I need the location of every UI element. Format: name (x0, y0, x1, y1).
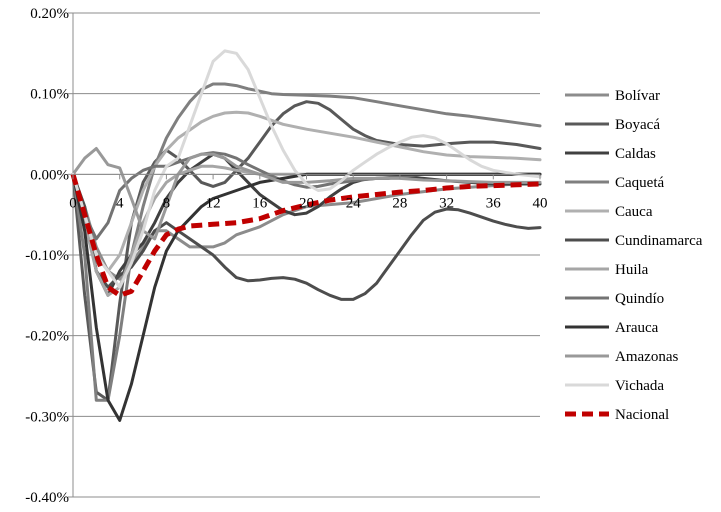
x-tick-label: 36 (486, 195, 502, 211)
x-tick-label: 8 (163, 195, 171, 211)
legend-label: Amazonas (615, 349, 678, 365)
legend-label: Arauca (615, 320, 659, 336)
y-tick-label: -0.10% (25, 248, 69, 264)
legend-label: Quindío (615, 291, 664, 307)
series-line-cauca (71, 110, 542, 273)
y-tick-label: 0.20% (30, 6, 69, 22)
y-tick-label: -0.40% (25, 490, 69, 506)
y-tick-label: -0.20% (25, 329, 69, 345)
x-tick-label: 12 (206, 195, 221, 211)
y-axis: 0.20% 0.10% 0.00% -0.10% -0.20% -0.30% -0.40% (25, 6, 74, 506)
series-lines (70, 49, 542, 422)
x-tick-label: 16 (252, 195, 268, 211)
y-tick-label: 0.10% (30, 87, 69, 103)
y-tick-label: -0.30% (25, 409, 69, 425)
x-axis: 0 4 8 12 16 20 24 28 32 36 40 (69, 173, 548, 211)
legend-label: Caquetá (615, 175, 664, 191)
series-line-amazonas (71, 147, 542, 241)
legend-label: Huila (615, 262, 649, 278)
legend-label: Cundinamarca (615, 233, 703, 249)
legend-label: Boyacá (615, 117, 660, 133)
legend-label: Cauca (615, 204, 653, 220)
x-tick-label: 0 (69, 195, 77, 211)
x-tick-label: 32 (439, 195, 454, 211)
legend-label: Vichada (615, 378, 664, 394)
y-tick-label: 0.00% (30, 167, 69, 183)
gridlines (73, 12, 540, 498)
legend: Bolívar Boyacá Caldas Caquetá Cauca Cundinama… (565, 88, 703, 423)
x-tick-label: 24 (346, 195, 362, 211)
x-tick-label: 40 (533, 195, 548, 211)
series-line-nacional (70, 173, 541, 298)
x-tick-label: 28 (392, 195, 407, 211)
series-line-vichada (71, 49, 542, 289)
legend-label: Caldas (615, 146, 656, 162)
x-tick-label: 20 (299, 195, 314, 211)
legend-label: Bolívar (615, 88, 660, 104)
x-tick-label: 4 (116, 195, 124, 211)
legend-label: Nacional (615, 407, 669, 423)
